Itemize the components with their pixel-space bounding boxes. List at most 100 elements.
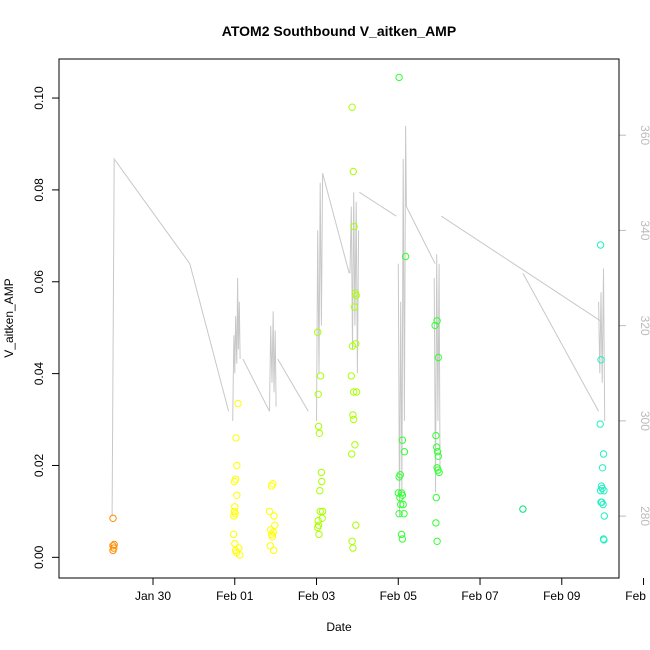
y-tick-label-4: 0.08 <box>32 178 46 202</box>
data-point-1-6 <box>231 475 240 483</box>
data-point-2-19 <box>352 291 360 300</box>
data-point-1-20 <box>266 542 274 550</box>
data-point-1-7 <box>232 434 240 442</box>
data-point-1-0 <box>229 530 238 539</box>
data-point-3-8 <box>396 493 404 502</box>
y2-tick-label-3: 340 <box>638 220 650 240</box>
data-point-1-8 <box>233 461 241 470</box>
data-point-5-10 <box>599 500 607 509</box>
data-points <box>109 73 608 559</box>
data-point-3-14 <box>397 530 406 539</box>
data-point-1-24 <box>270 512 278 520</box>
data-point-0-0 <box>109 514 117 522</box>
data-point-5-7 <box>596 487 605 495</box>
x-tick-label-3: Feb 05 <box>380 589 418 603</box>
data-point-2-0 <box>314 328 322 336</box>
chart-title: ATOM2 Southbound V_aitken_AMP <box>222 23 456 39</box>
data-point-3-28 <box>433 537 441 545</box>
data-point-2-3 <box>315 429 324 437</box>
x-tick-label-2: Feb 03 <box>298 589 336 603</box>
data-point-3-27 <box>432 519 440 527</box>
data-point-2-17 <box>350 222 358 231</box>
y2-tick-label-4: 360 <box>638 125 650 145</box>
data-point-1-15 <box>236 551 244 559</box>
data-point-2-29 <box>348 450 356 458</box>
data-point-3-11 <box>399 500 407 509</box>
data-point-3-19 <box>432 431 440 440</box>
data-point-3-22 <box>434 452 442 460</box>
data-point-1-19 <box>268 533 277 541</box>
x-tick-label-0: Jan 30 <box>135 589 171 603</box>
data-point-5-4 <box>598 464 607 472</box>
data-point-2-30 <box>352 521 360 529</box>
trace-segment-3 <box>269 311 277 412</box>
data-point-3-26 <box>432 493 440 502</box>
data-point-2-12 <box>314 516 322 525</box>
data-point-3-10 <box>397 500 405 509</box>
data-point-5-3 <box>599 450 608 458</box>
trace-segment-2 <box>242 358 270 412</box>
trace-segment-12 <box>440 215 601 322</box>
data-point-1-3 <box>231 503 239 511</box>
y-tick-label-2: 0.04 <box>32 362 46 386</box>
data-point-2-15 <box>348 103 356 111</box>
plot-frame <box>58 58 620 579</box>
data-point-1-25 <box>271 521 279 529</box>
data-point-1-26 <box>269 528 277 536</box>
y2-tick-label-0: 280 <box>638 506 650 526</box>
data-point-1-23 <box>269 480 277 488</box>
data-point-3-9 <box>398 491 407 499</box>
trace-segment-7 <box>349 192 360 374</box>
data-point-1-4 <box>231 510 239 518</box>
data-point-1-17 <box>267 526 275 534</box>
data-point-1-16 <box>265 507 274 516</box>
trace-segment-14 <box>598 268 606 421</box>
data-point-3-18 <box>434 353 442 362</box>
data-point-2-1 <box>314 390 322 398</box>
data-point-3-15 <box>398 535 407 543</box>
data-point-2-2 <box>314 422 323 431</box>
data-point-3-16 <box>431 321 439 330</box>
data-point-0-4 <box>110 540 118 549</box>
trace-segment-13 <box>522 273 600 412</box>
y-tick-label-0: 0.00 <box>32 545 46 569</box>
data-point-2-13 <box>315 530 323 539</box>
data-point-3-3 <box>400 448 409 456</box>
data-point-2-9 <box>318 507 327 516</box>
data-point-2-32 <box>349 544 357 552</box>
data-point-5-2 <box>596 420 604 428</box>
data-point-2-14 <box>314 523 322 532</box>
data-point-1-11 <box>231 539 239 548</box>
data-point-5-0 <box>596 241 605 249</box>
data-point-2-4 <box>316 372 325 380</box>
data-point-5-1 <box>597 356 605 364</box>
data-point-2-26 <box>349 411 357 419</box>
y2-tick-label-1: 300 <box>638 411 650 431</box>
data-point-5-12 <box>600 512 608 520</box>
data-point-3-21 <box>433 448 442 456</box>
data-point-2-31 <box>348 537 356 545</box>
data-point-2-28 <box>351 441 359 449</box>
trace-segment-6 <box>322 173 350 274</box>
data-point-1-13 <box>235 544 243 552</box>
data-point-4-0 <box>519 505 527 513</box>
data-point-2-10 <box>318 514 326 522</box>
data-point-3-17 <box>433 317 441 325</box>
data-point-3-25 <box>435 468 443 477</box>
data-point-2-6 <box>318 477 326 486</box>
data-point-2-24 <box>350 388 358 396</box>
data-point-3-1 <box>401 252 410 261</box>
data-point-2-20 <box>350 303 359 311</box>
data-point-2-23 <box>347 372 355 380</box>
data-point-3-6 <box>394 489 402 497</box>
trace-segment-4 <box>277 358 309 412</box>
trace-segment-10 <box>405 206 436 264</box>
y2-tick-label-2: 320 <box>638 316 650 336</box>
data-point-2-22 <box>352 340 360 348</box>
y-axis-label: V_aitken_AMP <box>2 278 16 357</box>
x-axis-label: Date <box>326 620 352 634</box>
data-point-3-2 <box>398 436 407 444</box>
x-tick-label-6: Feb 11 <box>625 589 650 603</box>
x-tick-label-1: Feb 01 <box>216 589 254 603</box>
data-point-3-12 <box>395 510 403 518</box>
